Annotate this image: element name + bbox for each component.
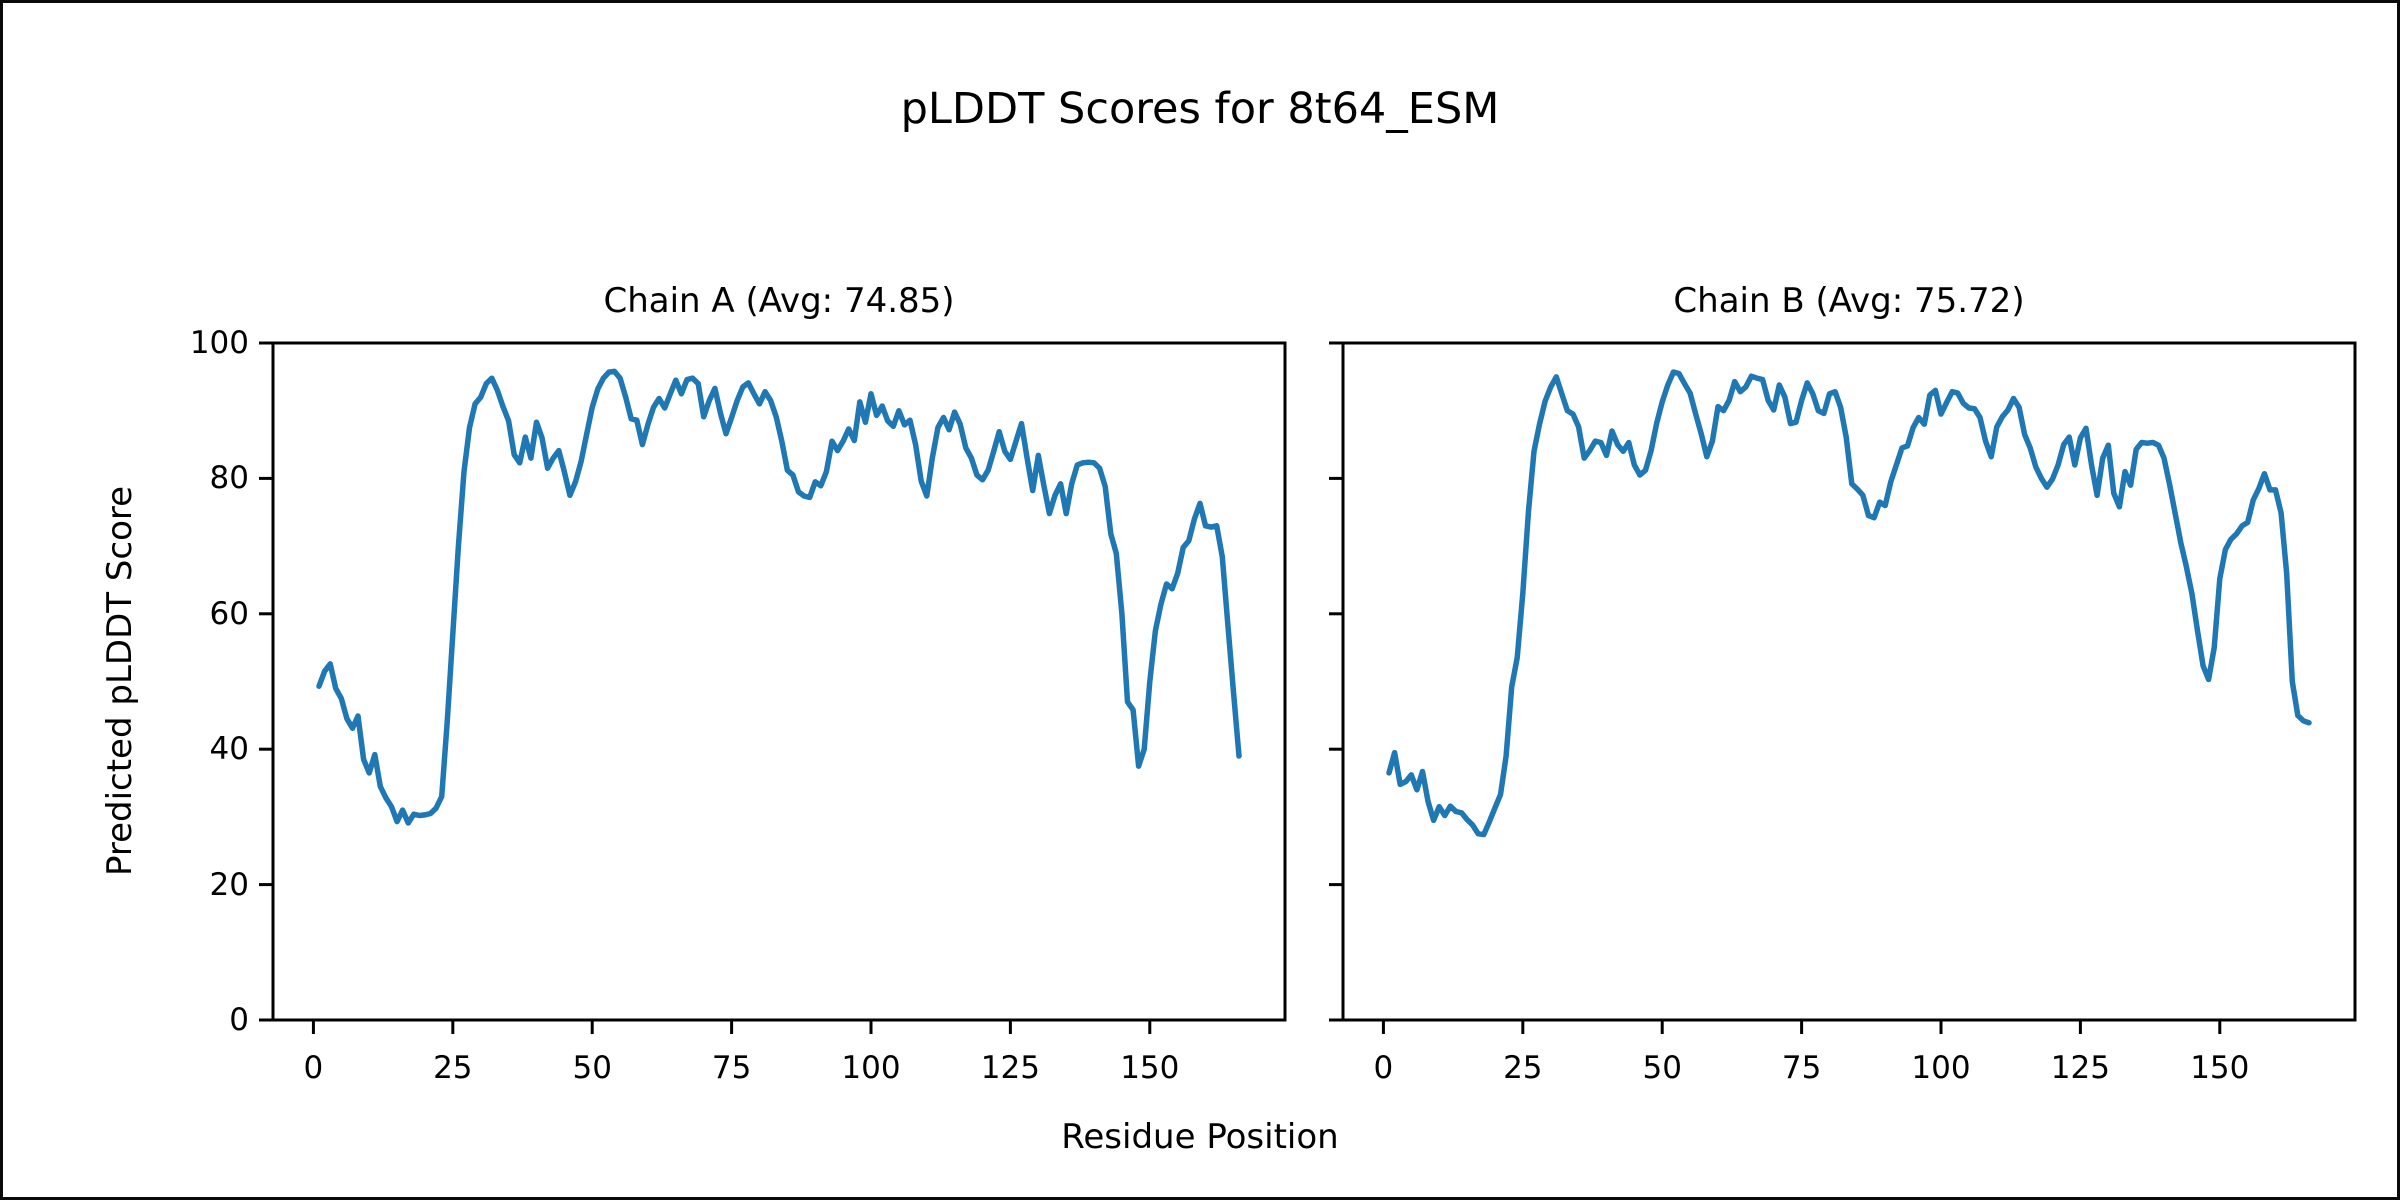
subplot-title-chain-b: Chain B (Avg: 75.72) — [1673, 281, 2025, 321]
subplot-title-chain-a: Chain A (Avg: 74.85) — [603, 281, 955, 321]
x-tick-label: 25 — [1503, 1050, 1543, 1086]
x-tick-label: 25 — [433, 1050, 473, 1086]
x-tick-label: 150 — [2190, 1050, 2250, 1086]
x-tick-label: 100 — [1911, 1050, 1971, 1086]
x-tick-label: 150 — [1120, 1050, 1180, 1086]
x-tick-label: 100 — [841, 1050, 901, 1086]
plddt-line-chain-b — [1386, 369, 2312, 838]
y-tick-label: 100 — [189, 325, 249, 361]
y-axis-label: Predicted pLDDT Score — [100, 485, 140, 877]
x-tick-label: 75 — [1781, 1050, 1822, 1086]
x-tick-label: 0 — [1373, 1050, 1394, 1086]
x-tick-label: 125 — [2050, 1050, 2110, 1086]
y-tick-label: 60 — [209, 595, 249, 632]
plddt-line-chain-a — [316, 368, 1242, 826]
x-tick-label: 75 — [711, 1050, 752, 1086]
y-tick-label: 0 — [229, 1002, 249, 1038]
axes-spines-chain-a — [271, 341, 1287, 1022]
x-axis-label: Residue Position — [1061, 1117, 1339, 1157]
x-tick-label: 125 — [980, 1050, 1040, 1086]
y-tick-label: 20 — [209, 866, 249, 903]
axes-spines-chain-b — [1341, 341, 2357, 1022]
x-tick-label: 50 — [1642, 1050, 1682, 1086]
x-tick-label: 0 — [303, 1050, 324, 1086]
x-tick-label: 50 — [572, 1050, 612, 1086]
y-tick-label: 80 — [209, 460, 249, 497]
figure-title: pLDDT Scores for 8t64_ESM — [900, 84, 1500, 134]
y-tick-label: 40 — [209, 731, 249, 768]
